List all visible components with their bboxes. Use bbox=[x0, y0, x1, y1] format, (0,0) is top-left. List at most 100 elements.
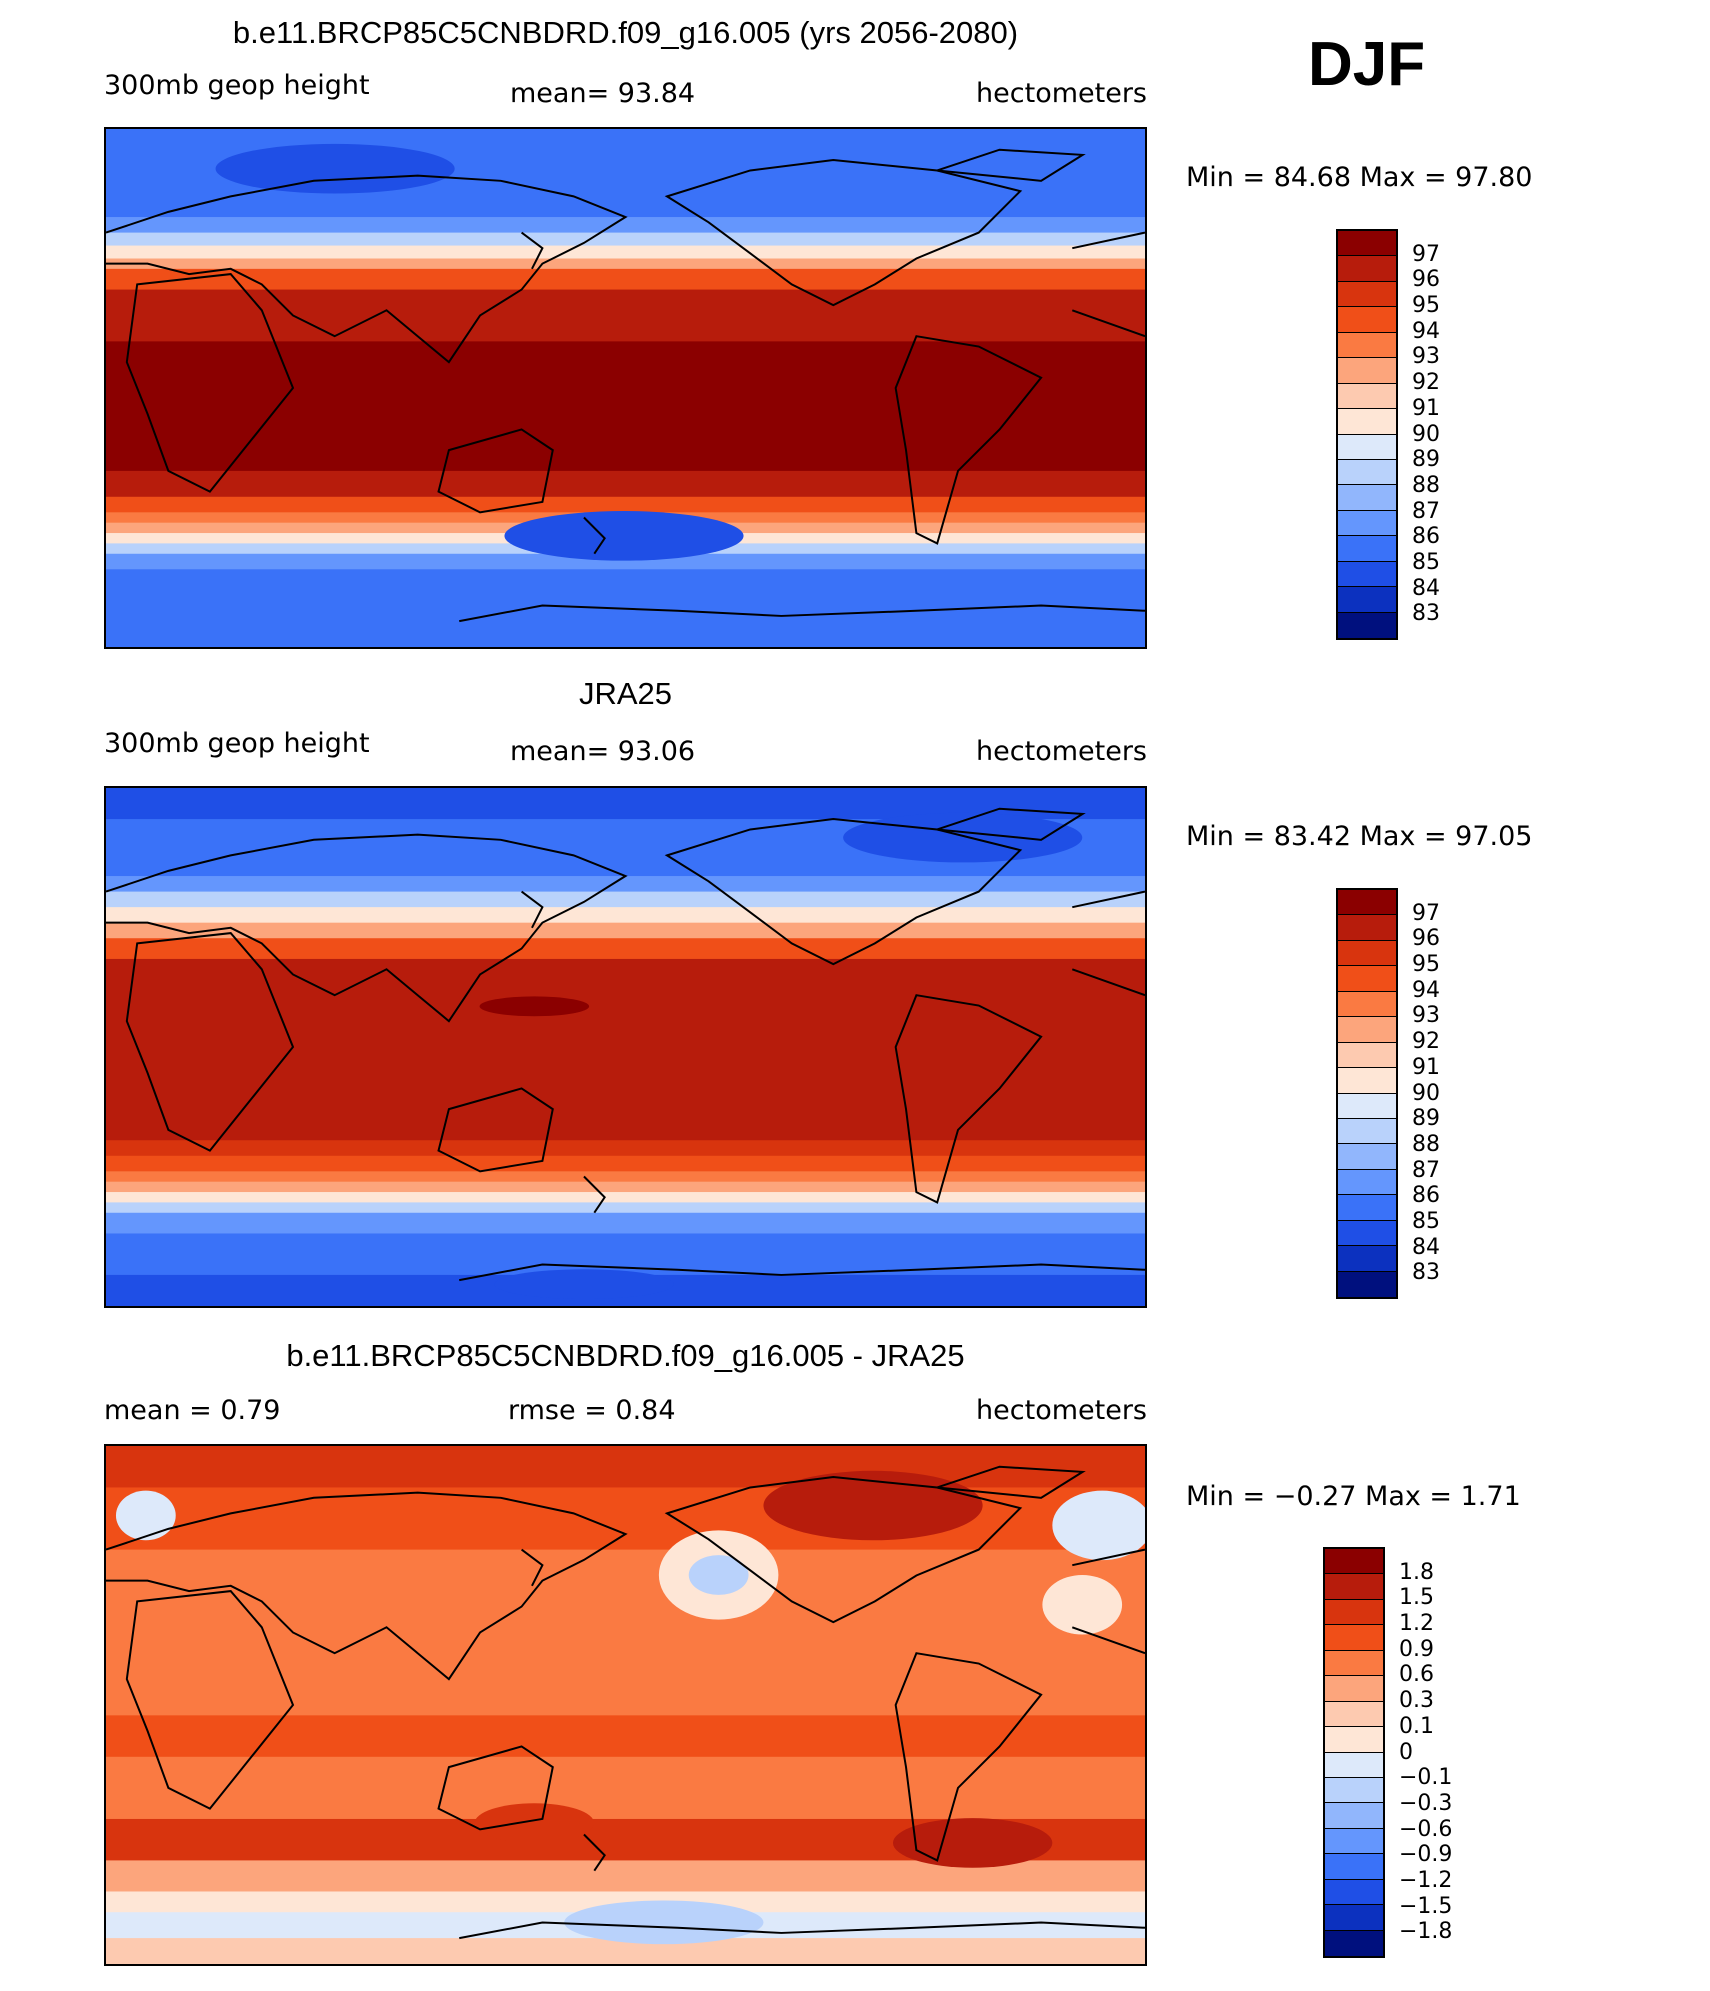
colorbar-swatch bbox=[1338, 358, 1396, 384]
colorbar-swatch bbox=[1338, 1093, 1396, 1119]
colorbar-label: 84 bbox=[1412, 1234, 1440, 1260]
coastline bbox=[521, 1548, 606, 1872]
colorbar-swatch bbox=[1338, 281, 1396, 308]
contour-band bbox=[106, 1715, 1145, 1758]
colorbar-swatch bbox=[1338, 383, 1396, 410]
colorbar-label: 83 bbox=[1412, 1260, 1440, 1286]
colorbar-swatch bbox=[1338, 1042, 1396, 1069]
colorbar-swatch bbox=[1338, 587, 1396, 613]
coastline bbox=[437, 1745, 554, 1831]
colorbar-swatch bbox=[1325, 1574, 1383, 1600]
contour-map bbox=[106, 788, 1145, 1306]
colorbar-label: 0 bbox=[1399, 1739, 1413, 1765]
colorbar-swatch bbox=[1338, 966, 1396, 992]
panel-1-map bbox=[104, 127, 1147, 649]
coastline bbox=[106, 174, 628, 364]
contour-feature bbox=[763, 1470, 983, 1541]
colorbar-label: 91 bbox=[1412, 395, 1440, 421]
coastline bbox=[521, 890, 606, 1214]
contour-band bbox=[106, 1549, 1145, 1582]
panel-1-title: b.e11.BRCP85C5CNBDRD.f09_g16.005 (yrs 20… bbox=[232, 15, 1019, 50]
contour-band bbox=[106, 496, 1145, 514]
colorbar-label: 97 bbox=[1412, 900, 1440, 926]
coastline bbox=[459, 1921, 1145, 1940]
coastline bbox=[106, 833, 628, 1023]
contour-feature bbox=[1042, 1575, 1123, 1635]
panel-2-colorbar-labels: 97 96 95 94 93 92 91 90 89 88 87 86 85 84 83 bbox=[1412, 888, 1512, 1299]
coastline bbox=[106, 1491, 628, 1681]
contour-band bbox=[106, 1192, 1145, 1204]
colorbar-swatch bbox=[1325, 1803, 1383, 1829]
colorbar-swatch bbox=[1325, 1727, 1383, 1753]
colorbar-label: 93 bbox=[1412, 1003, 1440, 1029]
colorbar-label: 88 bbox=[1412, 1131, 1440, 1157]
coastline bbox=[521, 231, 606, 555]
colorbar-swatch bbox=[1338, 510, 1396, 537]
panel-3-title: b.e11.BRCP85C5CNBDRD.f09_g16.005 - JRA25 bbox=[286, 1338, 965, 1373]
contour-band bbox=[106, 1212, 1145, 1235]
contour-feature bbox=[564, 1900, 764, 1945]
coastline bbox=[664, 159, 1023, 307]
panel-2-map bbox=[104, 786, 1147, 1308]
colorbar-swatch bbox=[1325, 1905, 1383, 1931]
contour-feature bbox=[688, 1555, 749, 1595]
colorbar-swatch bbox=[1338, 1246, 1396, 1272]
panel-2-left-label: 300mb geop height bbox=[104, 728, 370, 759]
colorbar-label: 83 bbox=[1412, 601, 1440, 627]
contour-band bbox=[106, 232, 1145, 247]
colorbar-label: 92 bbox=[1412, 370, 1440, 396]
coastline bbox=[664, 1476, 1023, 1624]
panel-2-minmax: Min = 83.42 Max = 97.05 bbox=[1186, 821, 1533, 852]
colorbar-swatch bbox=[1338, 1144, 1396, 1170]
colorbar-swatch bbox=[1338, 915, 1396, 941]
colorbar-swatch bbox=[1338, 1220, 1396, 1247]
panel-1-colorbar-labels: 97 96 95 94 93 92 91 90 89 88 87 86 85 84 83 bbox=[1412, 229, 1512, 640]
contour-band bbox=[106, 1487, 1145, 1551]
panel-3-minmax: Min = −0.27 Max = 1.71 bbox=[1186, 1481, 1521, 1512]
colorbar-swatch bbox=[1325, 1676, 1383, 1702]
colorbar-label: −0.1 bbox=[1399, 1765, 1453, 1791]
colorbar-label: 0.6 bbox=[1399, 1662, 1434, 1688]
colorbar-label: 86 bbox=[1412, 524, 1440, 550]
contour-band bbox=[106, 922, 1145, 940]
contour-feature bbox=[1052, 1490, 1145, 1561]
colorbar-label: 0.9 bbox=[1399, 1636, 1434, 1662]
colorbar-label: −0.3 bbox=[1399, 1790, 1453, 1816]
colorbar-label: 1.5 bbox=[1399, 1585, 1434, 1611]
colorbar-swatch bbox=[1338, 256, 1396, 282]
contour-band bbox=[106, 341, 1145, 472]
panel-3-colorbar bbox=[1323, 1547, 1385, 1958]
colorbar-swatch bbox=[1338, 1017, 1396, 1043]
season-label: DJF bbox=[1308, 30, 1426, 99]
panel-2-stat: mean= 93.06 bbox=[510, 736, 696, 767]
colorbar-label: 94 bbox=[1412, 318, 1440, 344]
contour-feature bbox=[215, 143, 455, 194]
colorbar-swatch bbox=[1338, 434, 1396, 460]
colorbar-swatch bbox=[1338, 1118, 1396, 1145]
contour-band bbox=[106, 1171, 1145, 1183]
colorbar-label: 1.8 bbox=[1399, 1559, 1434, 1585]
contour-band bbox=[106, 217, 1145, 234]
colorbar-label: 93 bbox=[1412, 344, 1440, 370]
colorbar-label: 0.3 bbox=[1399, 1688, 1434, 1714]
contour-band bbox=[106, 553, 1145, 571]
contour-band bbox=[106, 245, 1145, 260]
coastline bbox=[125, 932, 295, 1152]
contour-feature bbox=[479, 996, 590, 1017]
colorbar-swatch bbox=[1338, 485, 1396, 511]
contour-feature bbox=[504, 511, 744, 561]
colorbar-label: 96 bbox=[1412, 926, 1440, 952]
colorbar-swatch bbox=[1325, 1625, 1383, 1651]
colorbar-label: 85 bbox=[1412, 1208, 1440, 1234]
coastline bbox=[1071, 890, 1145, 997]
colorbar-swatch bbox=[1325, 1777, 1383, 1804]
colorbar-swatch bbox=[1325, 1879, 1383, 1906]
contour-band bbox=[106, 258, 1145, 270]
coastline bbox=[894, 1652, 1043, 1862]
colorbar-swatch bbox=[1338, 1271, 1396, 1297]
colorbar-swatch bbox=[1338, 890, 1396, 916]
contour-band bbox=[106, 1155, 1145, 1173]
colorbar-label: −1.5 bbox=[1399, 1893, 1453, 1919]
contour-band bbox=[106, 876, 1145, 893]
colorbar-label: 87 bbox=[1412, 498, 1440, 524]
